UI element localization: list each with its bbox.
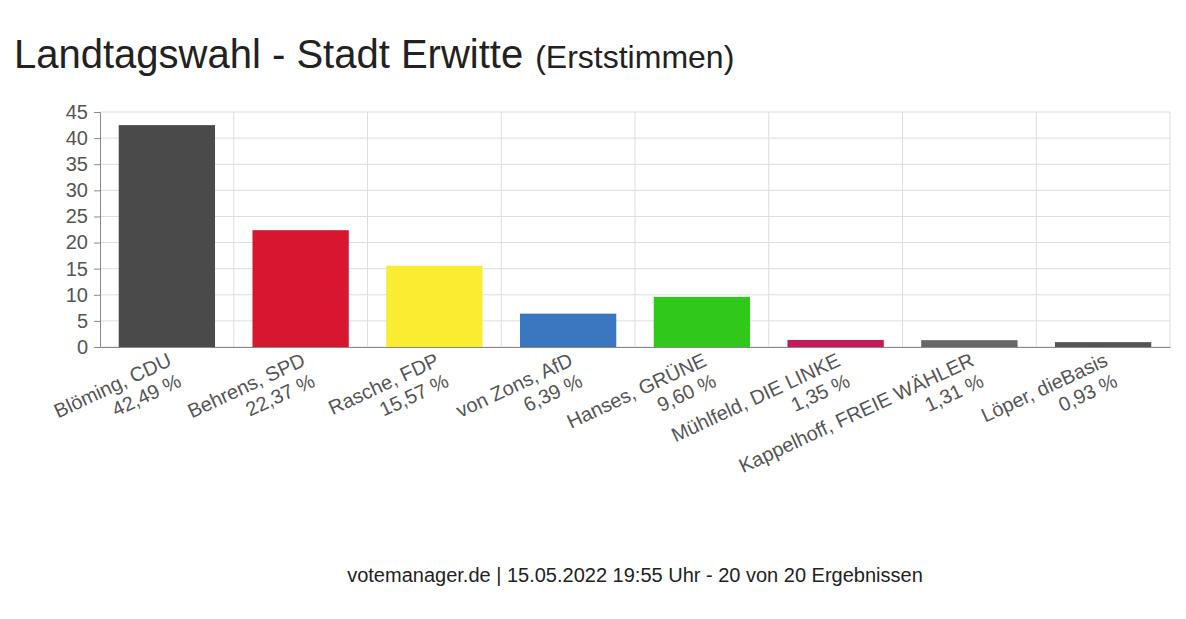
bar [520, 314, 616, 347]
grid-line-vertical [367, 112, 368, 347]
y-tick: 10 [66, 284, 100, 306]
bar [119, 125, 215, 347]
y-tick: 45 [66, 101, 100, 123]
y-tick-label: 0 [77, 336, 88, 358]
y-tick-mark [94, 321, 100, 322]
title-block: Landtagswahl - Stadt Erwitte (Erststimmen… [14, 32, 734, 76]
y-tick-mark [94, 216, 100, 217]
x-tick-label-group: Kappelhoff, FREIE WÄHLER1,31 % [735, 349, 987, 498]
y-tick-mark [94, 190, 100, 191]
value-label: 15,57 % [376, 369, 452, 420]
y-tick-label: 20 [66, 231, 88, 253]
y-tick: 5 [77, 310, 100, 332]
bar [1055, 342, 1151, 347]
y-tick-mark [94, 295, 100, 296]
x-tick-label: Kappelhoff, FREIE WÄHLER [735, 349, 977, 477]
subtitle: (Erststimmen) [535, 39, 734, 75]
y-tick: 30 [66, 179, 100, 201]
y-tick-mark [94, 138, 100, 139]
y-tick: 15 [66, 258, 100, 280]
x-tick-label-group: Löper, dieBasis0,93 % [978, 349, 1121, 448]
y-tick-label: 40 [66, 127, 88, 149]
y-tick-mark [94, 243, 100, 244]
x-tick-label-group: Rasche, FDP15,57 % [325, 349, 452, 440]
annotation: votemanager.de | 15.05.2022 19:55 Uhr - … [347, 564, 923, 586]
bar [921, 340, 1017, 347]
x-tick: Behrens, SPD22,37 % [184, 349, 318, 443]
value-label: 42,49 % [108, 369, 184, 420]
grid-line-vertical [768, 112, 769, 347]
bars [119, 125, 1152, 347]
grid-line-vertical [233, 112, 234, 347]
x-tick-label-group: Blöming, CDU42,49 % [50, 349, 184, 443]
y-tick-mark [94, 112, 100, 113]
y-tick: 35 [66, 153, 100, 175]
y-tick: 40 [66, 127, 100, 149]
x-tick-label-group: von Zons, AfD6,39 % [453, 349, 586, 443]
y-tick-label: 35 [66, 153, 88, 175]
grid-line-vertical [1170, 112, 1171, 347]
y-tick-mark [94, 269, 100, 270]
x-tick-label-group: Behrens, SPD22,37 % [184, 349, 318, 443]
grid-line-vertical [1036, 112, 1037, 347]
grid-line-vertical [501, 112, 502, 347]
y-tick-label: 10 [66, 284, 88, 306]
x-tick: Blöming, CDU42,49 % [50, 349, 184, 443]
x-tick-label-group: Hanses, GRÜNE9,60 % [563, 349, 719, 454]
y-tick-label: 5 [77, 310, 88, 332]
grid-line-vertical [902, 112, 903, 347]
title: Landtagswahl - Stadt Erwitte [14, 32, 523, 76]
bar [654, 297, 750, 347]
y-axis: 0 5 10 15 20 25 30 35 40 45 [66, 101, 101, 358]
x-tick: Rasche, FDP15,57 % [325, 349, 452, 440]
x-tick: Kappelhoff, FREIE WÄHLER1,31 % [735, 349, 987, 498]
chart: Landtagswahl - Stadt Erwitte (Erststimmen… [0, 0, 1186, 619]
value-label: 1,31 % [921, 369, 987, 415]
y-tick-mark [94, 347, 100, 348]
y-tick: 25 [66, 205, 100, 227]
y-tick: 0 [77, 336, 100, 358]
value-label: 0,93 % [1055, 369, 1121, 415]
bar [787, 340, 883, 347]
x-tick: Löper, dieBasis0,93 % [978, 349, 1121, 448]
y-tick-label: 45 [66, 101, 88, 123]
bar [252, 230, 348, 347]
grid [100, 112, 1170, 347]
y-tick-mark [94, 164, 100, 165]
plot: 0 5 10 15 20 25 30 35 40 45 Blöming, CDU42,49 %Beh… [50, 101, 1170, 498]
x-axis-line [101, 347, 1171, 348]
value-label: 22,37 % [242, 369, 318, 420]
x-axis: Blöming, CDU42,49 %Behrens, SPD22,37 %Ra… [50, 348, 1170, 498]
x-tick: von Zons, AfD6,39 % [453, 349, 586, 443]
y-tick: 20 [66, 231, 100, 253]
y-axis-line [94, 113, 101, 348]
y-tick-label: 15 [66, 258, 88, 280]
grid-line-vertical [635, 112, 636, 347]
x-tick: Hanses, GRÜNE9,60 % [563, 349, 719, 454]
y-tick-label: 25 [66, 205, 88, 227]
y-tick-label: 30 [66, 179, 88, 201]
bar [386, 266, 482, 347]
